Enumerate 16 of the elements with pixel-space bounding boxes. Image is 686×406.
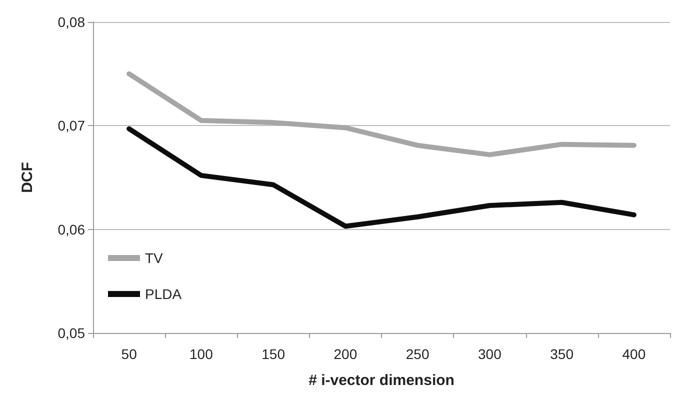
legend-label: TV <box>145 250 164 266</box>
x-tick-label: 350 <box>550 346 574 362</box>
y-tick-label: 0,06 <box>58 221 86 238</box>
x-tick-label: 250 <box>406 346 430 362</box>
x-tick-label: 400 <box>622 346 646 362</box>
y-tick-label: 0,07 <box>58 118 86 134</box>
x-tick-label: 50 <box>121 346 138 362</box>
x-tick-label: 100 <box>190 346 214 362</box>
y-tick-label: 0,05 <box>58 325 86 341</box>
x-axis-title: # i-vector dimension <box>308 372 454 389</box>
legend-label: PLDA <box>145 286 182 302</box>
x-tick-label: 150 <box>262 346 286 362</box>
y-axis-title: DCF <box>19 162 36 193</box>
y-tick-label: 0,08 <box>58 14 86 30</box>
x-tick-label: 200 <box>334 346 358 362</box>
x-tick-label: 300 <box>478 346 502 362</box>
